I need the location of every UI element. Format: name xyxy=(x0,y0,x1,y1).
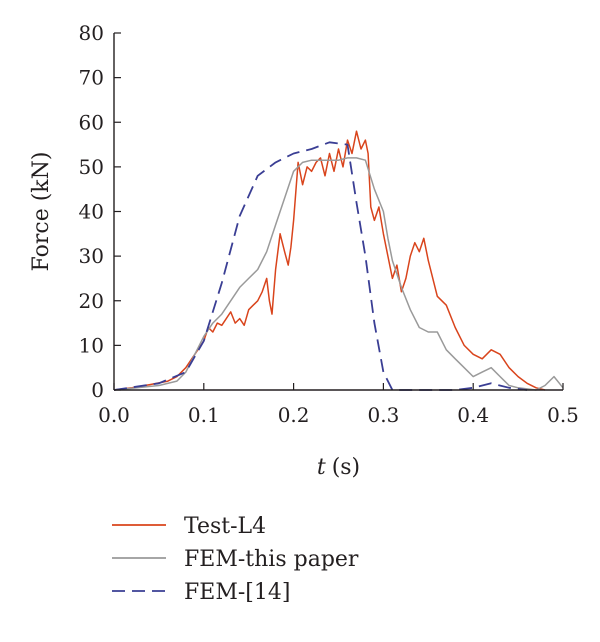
series-line xyxy=(113,130,546,391)
series-line xyxy=(113,157,564,391)
legend-label: FEM-[14] xyxy=(184,580,290,605)
y-tick-label: 60 xyxy=(79,110,104,134)
x-axis-title: t (s) xyxy=(317,455,360,480)
x-tick-label: 0.1 xyxy=(188,403,220,427)
axes xyxy=(113,33,563,391)
plot-lines xyxy=(113,130,564,391)
x-axis-variable: t xyxy=(317,455,326,480)
series-line xyxy=(113,141,528,391)
y-tick-label: 80 xyxy=(79,21,104,45)
y-axis-title: Force (kN) xyxy=(29,152,54,272)
x-tick-label: 0.3 xyxy=(367,403,399,427)
x-axis-unit: (s) xyxy=(332,455,360,480)
x-tick-label: 0.5 xyxy=(547,403,579,427)
legend-label: FEM-this paper xyxy=(184,547,359,572)
x-tick-label: 0.0 xyxy=(98,403,130,427)
y-tick-label: 70 xyxy=(79,66,104,90)
y-tick-label: 0 xyxy=(91,378,104,402)
y-tick-label: 10 xyxy=(79,333,104,357)
y-tick-label: 50 xyxy=(79,155,104,179)
y-tick-label: 20 xyxy=(79,289,104,313)
legend: Test-L4 FEM-this paper FEM-[14] xyxy=(112,514,359,605)
legend-label: Test-L4 xyxy=(184,514,266,539)
y-tick-label: 30 xyxy=(79,244,104,268)
y-tick-label: 40 xyxy=(79,200,104,224)
ticks: 0 10 20 30 40 50 60 70 80 0.0 0.1 0.2 0.3 0.4 0.5 xyxy=(79,21,579,427)
x-tick-label: 0.2 xyxy=(278,403,310,427)
x-tick-label: 0.4 xyxy=(457,403,489,427)
